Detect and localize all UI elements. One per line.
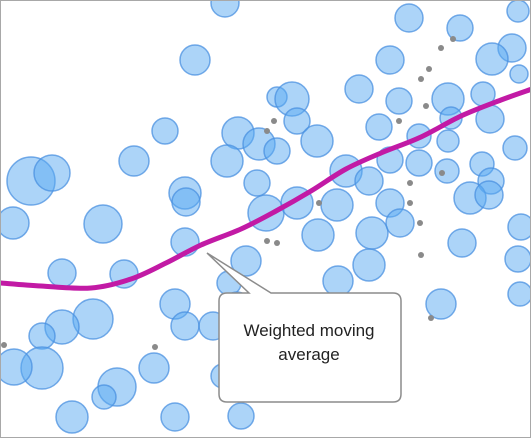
data-bubble [72,298,114,340]
data-point [316,200,322,206]
data-bubble [394,3,424,33]
data-bubble [434,158,460,184]
data-point [274,240,280,246]
data-point [418,76,424,82]
data-bubble [210,1,240,18]
data-bubble [227,402,255,430]
data-bubble [502,135,528,161]
data-bubble [504,245,530,273]
data-point [423,103,429,109]
data-point [426,66,432,72]
data-bubble [475,42,509,76]
data-bubble [118,145,150,177]
data-bubble [425,288,457,320]
data-bubble [507,213,530,241]
data-bubble [138,352,170,384]
data-point [450,36,456,42]
data-bubble [243,169,271,197]
data-point [438,45,444,51]
data-bubble [375,45,405,75]
data-point [152,344,158,350]
data-bubble [474,180,504,210]
data-bubble [509,64,529,84]
data-bubble [1,206,30,240]
data-bubble [385,208,415,238]
data-bubble [283,107,311,135]
data-bubble [160,402,190,432]
data-bubble [301,218,335,252]
data-point [418,252,424,258]
data-bubble [300,124,334,158]
data-bubble [263,137,291,165]
data-point [407,200,413,206]
data-bubble [355,216,389,250]
data-point [1,342,7,348]
data-point [264,238,270,244]
data-bubble [385,87,413,115]
data-bubble [171,187,201,217]
data-bubble [506,1,530,23]
data-bubble [28,322,56,350]
data-bubble [230,245,262,277]
data-bubble [170,311,200,341]
data-bubble [507,281,530,307]
data-bubble [179,44,211,76]
data-bubble [365,113,393,141]
data-bubble [436,129,460,153]
weighted-moving-average-line [1,87,530,291]
data-point [396,118,402,124]
data-bubble [447,228,477,258]
data-bubble [344,74,374,104]
data-point [428,315,434,321]
data-bubble [210,144,244,178]
data-bubble [446,14,474,42]
data-bubble [1,348,33,386]
data-bubble [83,204,123,244]
data-bubble [47,258,77,288]
callout-box [206,252,402,403]
data-bubble [405,149,433,177]
data-bubble [55,400,89,434]
data-bubble [33,154,71,192]
data-point [407,180,413,186]
data-bubble [322,265,354,297]
data-point [417,220,423,226]
data-bubble [320,188,354,222]
data-point [439,170,445,176]
small-point-layer [1,36,456,350]
data-bubble [354,166,384,196]
data-bubble [151,117,179,145]
data-bubble [352,248,386,282]
data-point [271,118,277,124]
callout-label: Weighted moving average [243,321,375,364]
data-bubble [91,384,117,410]
data-point [264,128,270,134]
